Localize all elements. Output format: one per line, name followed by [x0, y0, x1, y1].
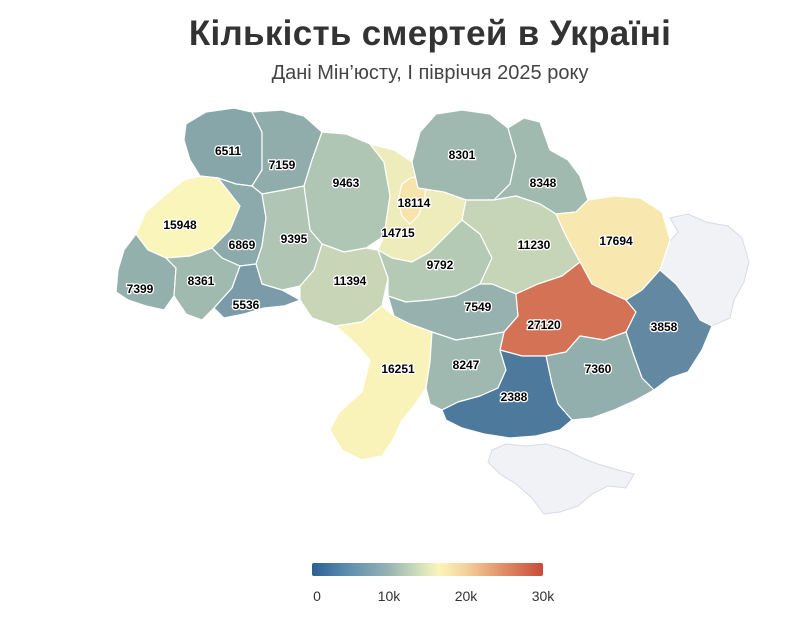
region-label-kherson: 2388: [501, 390, 528, 404]
region-label-ternopil: 6869: [229, 238, 256, 252]
region-crimea-no-data: [487, 443, 635, 515]
region-odesa[interactable]: [329, 305, 433, 461]
region-label-zaporizhzhia: 7360: [585, 362, 612, 376]
color-scale-legend: [312, 563, 543, 576]
legend-tick-label: 10k: [377, 588, 401, 604]
region-label-chernivtsi: 5536: [233, 298, 260, 312]
region-kherson[interactable]: [441, 349, 573, 439]
region-label-zakarpattia: 7399: [127, 282, 154, 296]
region-zakarpattia[interactable]: [115, 233, 177, 311]
region-label-zhytomyr: 9463: [333, 176, 360, 190]
legend-tick-mark: [465, 576, 467, 581]
legend-tick-label: 30k: [531, 588, 555, 604]
region-label-kyiv-oblast: 14715: [381, 226, 415, 240]
region-label-ivano-frankivsk: 8361: [188, 274, 215, 288]
legend-tick-label: 0: [313, 588, 321, 604]
region-label-kharkiv: 17694: [599, 234, 633, 248]
region-label-vinnytsia: 11394: [334, 274, 367, 288]
region-label-donetsk: 3858: [651, 320, 678, 334]
region-label-odesa: 16251: [381, 362, 415, 376]
region-label-mykolaiv: 8247: [453, 358, 480, 372]
region-label-khmelnytskyi: 9395: [281, 232, 308, 246]
map-title: Кількість смертей в Україні: [188, 14, 672, 53]
region-label-lviv: 15948: [163, 218, 197, 232]
region-label-sumy: 8348: [530, 176, 557, 190]
region-label-volyn: 6511: [215, 144, 241, 158]
legend-tick-mark: [388, 576, 390, 581]
region-chernivtsi[interactable]: [213, 263, 301, 319]
region-label-cherkasy: 9792: [427, 258, 454, 272]
region-label-rivne: 7159: [269, 158, 296, 172]
region-label-kyiv-city: 18114: [398, 196, 431, 210]
map-subtitle: Дані Мін’юсту, I півріччя 2025 року: [271, 62, 589, 84]
region-label-chernihiv: 8301: [449, 148, 476, 162]
region-label-dnipropetrovsk: 27120: [527, 318, 561, 332]
region-label-poltava: 11230: [518, 238, 551, 252]
region-label-kirovohrad: 7549: [465, 300, 492, 314]
legend-tick-label: 20k: [454, 588, 478, 604]
